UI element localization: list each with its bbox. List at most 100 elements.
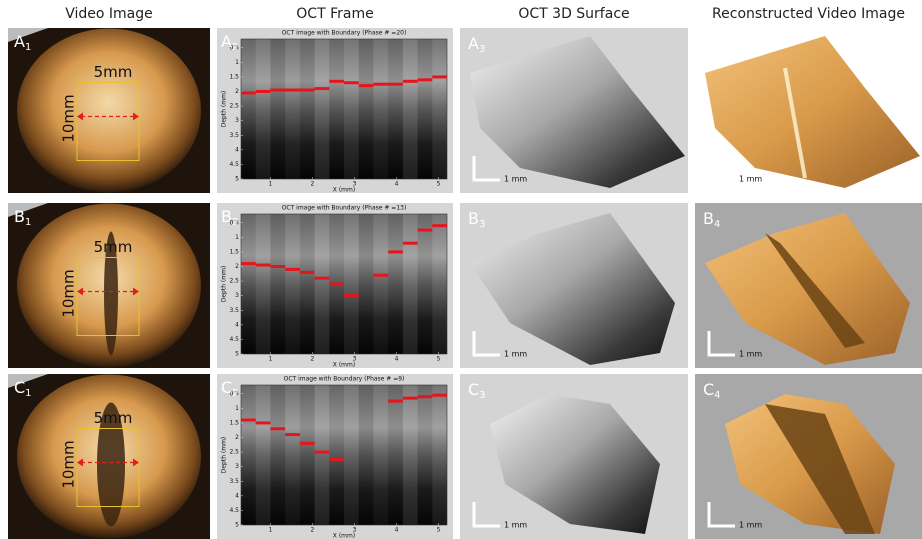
panel-letter: B [221,207,232,226]
panel-letter: C [14,378,25,397]
boundary-segment [285,89,300,92]
figure: Video ImageOCT FrameOCT 3D SurfaceRecons… [0,0,922,539]
oct-stripe [329,39,344,179]
x-tick-label: 5 [437,356,441,363]
x-tick-label: 2 [311,527,315,534]
oct-stripe [270,39,285,179]
oct-stripe [270,214,285,354]
oct-stripe [344,39,359,179]
oct-stripe [403,214,418,354]
panel-letter: C [703,380,714,399]
panel-subscript: 2 [232,388,238,399]
scale-label: 1 mm [739,350,762,359]
y-tick-label: 1 [235,59,239,66]
y-tick-label: 2.5 [229,103,239,110]
panel-letter: B [14,207,25,226]
boundary-segment [241,91,256,94]
oct-stripe [388,39,403,179]
y-tick-label: 3 [235,117,239,124]
boundary-segment [241,419,256,422]
oct-stripe [432,39,447,179]
height-label: 10mm [60,94,78,142]
oct-stripe [285,385,300,525]
oct-stripe [388,214,403,354]
panel-letter: A [221,32,232,51]
width-label: 5mm [94,409,133,427]
oct-stripe [388,385,403,525]
oct-stripe [359,385,374,525]
boundary-segment [388,400,403,403]
boundary-segment [256,90,271,93]
y-tick-label: 5 [235,176,239,183]
panel-letter: A [468,34,479,53]
column-header: OCT Frame [296,6,373,22]
oct-stripe [329,385,344,525]
boundary-segment [256,421,271,424]
panel-letter: B [703,209,714,228]
boundary-segment [270,89,285,92]
width-label: 5mm [94,238,133,256]
scale-label: 1 mm [739,175,762,184]
oct-stripe [256,214,271,354]
panel-letter: A [14,32,25,51]
panel-subscript: 2 [232,217,238,228]
y-tick-label: 3.5 [229,307,239,314]
y-tick-label: 4.5 [229,336,239,343]
boundary-segment [359,84,374,87]
x-tick-label: 2 [311,356,315,363]
oct-title: OCT image with Boundary (Phase # =13) [282,205,407,212]
boundary-segment [329,80,344,83]
scale-label: 1 mm [504,521,527,530]
oct-stripe [315,385,330,525]
scale-label: 1 mm [739,521,762,530]
panel-letter: B [468,209,479,228]
y-tick-label: 1.5 [229,73,239,80]
x-tick-label: 1 [269,527,273,534]
panel-subscript: 1 [25,388,31,399]
y-tick-label: 4 [235,146,239,153]
oct-title: OCT image with Boundary (Phase # =20) [282,30,407,37]
panel-subscript: 3 [479,44,485,55]
boundary-segment [285,433,300,436]
panel-subscript: 1 [25,217,31,228]
boundary-segment [300,271,315,274]
panel-subscript: 3 [479,390,485,401]
y-tick-label: 1 [235,405,239,412]
boundary-segment [329,458,344,461]
panel-letter: C [221,378,232,397]
column-header: Video Image [65,6,153,22]
x-axis-label: X (mm) [333,533,355,539]
oct-stripe [300,39,315,179]
y-tick-label: 1 [235,234,239,241]
y-tick-label: 2.5 [229,278,239,285]
boundary-segment [388,250,403,253]
boundary-segment [418,395,433,398]
oct-stripe [373,39,388,179]
oct-stripe [256,385,271,525]
oct-stripe [241,39,256,179]
y-tick-label: 5 [235,351,239,358]
oct-stripe [432,385,447,525]
oct-stripe [256,39,271,179]
y-tick-label: 2 [235,434,239,441]
scale-label: 1 mm [504,175,527,184]
boundary-segment [300,442,315,445]
boundary-segment [315,451,330,454]
oct-stripe [285,214,300,354]
x-tick-label: 1 [269,181,273,188]
boundary-segment [432,75,447,78]
boundary-segment [373,274,388,277]
panel-subscript: 4 [714,390,720,401]
boundary-segment [329,283,344,286]
y-tick-label: 4 [235,492,239,499]
oct-stripe [344,385,359,525]
y-axis-label: Depth (mm) [221,266,228,303]
oct-stripe [315,214,330,354]
x-tick-label: 5 [437,527,441,534]
y-tick-label: 1.5 [229,248,239,255]
x-axis-label: X (mm) [333,362,355,369]
panel-subscript: 2 [232,42,238,53]
y-tick-label: 3 [235,463,239,470]
boundary-segment [403,397,418,400]
y-tick-label: 3.5 [229,132,239,139]
